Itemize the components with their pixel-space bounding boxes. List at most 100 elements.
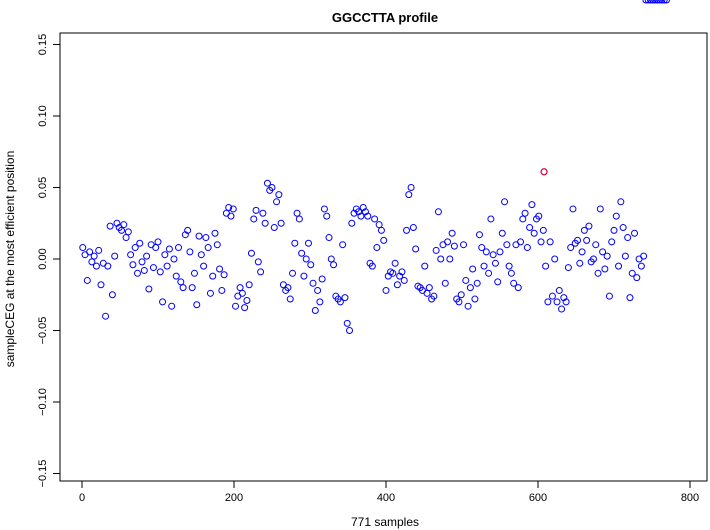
data-point <box>184 226 192 234</box>
data-point <box>213 241 221 249</box>
data-point <box>83 276 91 284</box>
data-point <box>462 276 470 284</box>
data-point <box>92 262 100 270</box>
data-point <box>562 298 570 306</box>
data-point <box>626 294 634 302</box>
data-point <box>517 238 525 246</box>
chart-title: GGCCTTA profile <box>332 10 438 25</box>
data-point <box>448 229 456 237</box>
data-point <box>412 245 420 253</box>
data-point <box>330 261 338 269</box>
x-tick-label: 800 <box>681 492 699 504</box>
data-point <box>259 209 267 217</box>
data-point <box>510 279 518 287</box>
data-point <box>583 236 591 244</box>
data-point <box>302 255 310 263</box>
data-point <box>523 244 531 252</box>
data-point <box>475 231 483 239</box>
data-point <box>528 201 536 209</box>
data-point <box>425 284 433 292</box>
data-point <box>124 228 132 236</box>
data-point <box>603 252 611 260</box>
data-point <box>225 204 233 212</box>
data-point <box>601 265 609 273</box>
data-point <box>482 248 490 256</box>
data-point <box>165 245 173 253</box>
data-point <box>373 244 381 252</box>
x-axis-label: 771 samples <box>351 515 419 529</box>
data-point <box>548 292 556 300</box>
data-point <box>136 239 144 247</box>
data-point <box>200 262 208 270</box>
data-point <box>489 251 497 259</box>
data-point <box>389 269 397 277</box>
y-axis-label: sampleCEG at the most efficient position <box>3 151 17 368</box>
data-point <box>190 269 198 277</box>
data-point <box>521 209 529 217</box>
data-point <box>188 284 196 292</box>
data-point <box>644 0 652 4</box>
data-point <box>444 238 452 246</box>
data-point <box>631 229 639 237</box>
data-point <box>656 0 664 4</box>
data-point <box>514 284 522 292</box>
data-point <box>122 234 130 242</box>
data-point <box>473 279 481 287</box>
data-point <box>172 272 180 280</box>
data-point <box>127 251 135 259</box>
data-point <box>341 294 349 302</box>
data-point <box>79 244 87 252</box>
data-point <box>336 298 344 306</box>
data-point <box>371 215 379 223</box>
data-point <box>651 0 659 4</box>
data-point <box>478 244 486 252</box>
data-point <box>653 0 661 4</box>
data-point <box>86 248 94 256</box>
data-point <box>90 252 98 260</box>
data-point <box>95 246 103 254</box>
data-point <box>257 268 265 276</box>
data-point <box>145 285 153 293</box>
data-point <box>320 205 328 213</box>
data-point <box>405 191 413 199</box>
data-point <box>434 208 442 216</box>
data-point <box>118 226 126 234</box>
data-point <box>152 244 160 252</box>
data-point <box>380 236 388 244</box>
data-point <box>323 212 331 220</box>
data-point <box>576 259 584 267</box>
data-point <box>241 304 249 312</box>
data-point <box>314 286 322 294</box>
data-point <box>143 252 151 260</box>
data-point <box>327 255 335 263</box>
data-point <box>503 241 511 249</box>
data-point <box>658 0 666 4</box>
data-point <box>589 255 597 263</box>
data-point <box>460 241 468 249</box>
data-point <box>318 275 326 283</box>
data-point <box>558 305 566 313</box>
data-point <box>400 276 408 284</box>
data-point <box>140 266 148 274</box>
data-point <box>421 262 429 270</box>
data-point <box>179 284 187 292</box>
data-point <box>617 198 625 206</box>
data-point <box>592 241 600 249</box>
data-point <box>409 224 417 232</box>
data-point <box>407 184 415 191</box>
data-point <box>471 295 479 303</box>
data-point <box>441 279 449 287</box>
data-point <box>311 306 319 314</box>
data-point <box>102 312 110 320</box>
data-point <box>450 242 458 250</box>
data-point <box>168 302 176 310</box>
data-point <box>154 238 162 246</box>
x-tick-label: 200 <box>225 492 243 504</box>
data-point <box>580 226 588 234</box>
data-point <box>507 269 515 277</box>
data-point <box>649 0 657 4</box>
data-point <box>138 258 146 266</box>
data-point <box>177 278 185 286</box>
data-point <box>546 238 554 246</box>
